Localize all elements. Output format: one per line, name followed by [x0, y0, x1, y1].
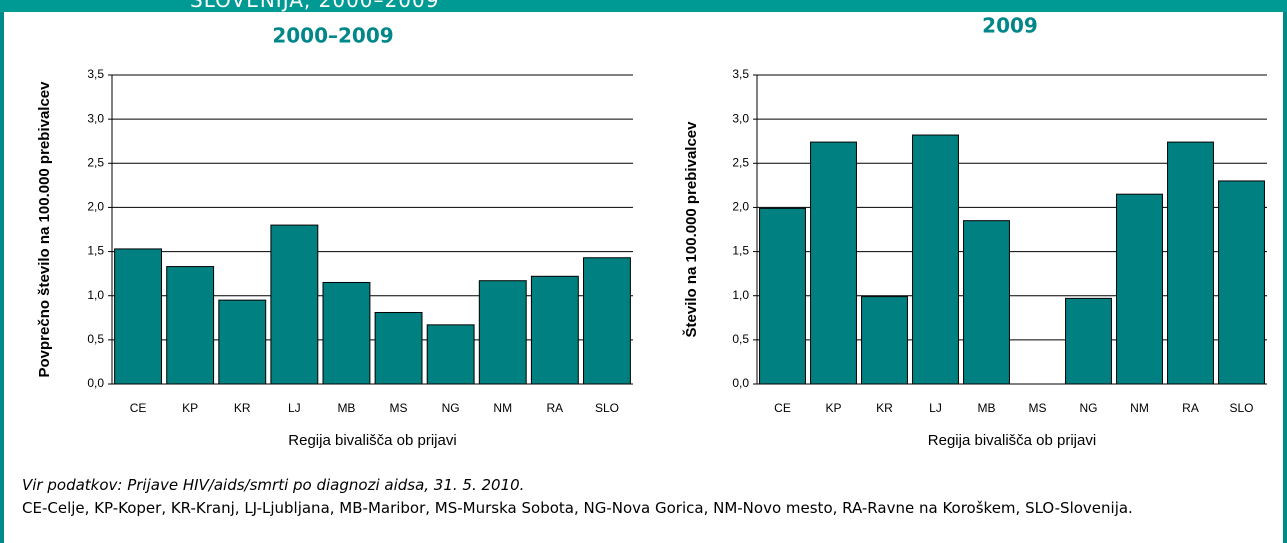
x-tick-label: MB [978, 401, 996, 415]
bar [218, 299, 267, 385]
x-tick-label: SLO [595, 401, 619, 415]
bar [810, 141, 857, 385]
x-tick-label: KR [876, 401, 893, 415]
y-tick-label: 2,0 [87, 200, 104, 214]
x-tick-label: KP [825, 401, 841, 415]
bar [1167, 141, 1214, 385]
y-tick-label: 2,5 [87, 155, 104, 169]
y-tick-label: 1,0 [87, 288, 104, 302]
x-tick-label: KR [234, 401, 251, 415]
bar [963, 220, 1010, 385]
legend-note: CE-Celje, KP-Koper, KR-Kranj, LJ-Ljublja… [22, 499, 1133, 517]
x-tick-label: SLO [1229, 401, 1253, 415]
x-tick-label: MB [337, 401, 355, 415]
x-tick-label: MS [1029, 401, 1047, 415]
y-tick-label: 1,5 [87, 244, 104, 258]
bar [426, 324, 475, 385]
x-tick-label: NM [1130, 401, 1149, 415]
x-tick-label: RA [547, 401, 564, 415]
x-tick-label: RA [1182, 401, 1199, 415]
bar [583, 257, 631, 385]
x-tick-label: LJ [288, 401, 301, 415]
bar [270, 224, 319, 385]
y-tick-label: 3,0 [732, 111, 749, 125]
x-tick-label: CE [774, 401, 791, 415]
y-axis-label: Povprečno število na 100.000 prebivalcev [36, 81, 53, 378]
x-tick-label: NG [1080, 401, 1098, 415]
x-axis-label: Regija bivališča ob prijavi [928, 432, 1096, 449]
y-tick-label: 0,0 [87, 376, 104, 390]
y-tick-label: 3,5 [87, 67, 104, 81]
x-tick-label: KP [182, 401, 198, 415]
bar [861, 296, 908, 385]
chart-title: 2009 [982, 14, 1038, 38]
y-tick-label: 3,0 [87, 111, 104, 125]
y-axis-label: Število na 100.000 prebivalcev [682, 121, 700, 338]
y-tick-label: 2,0 [732, 200, 749, 214]
x-tick-label: NG [442, 401, 460, 415]
bar [912, 134, 959, 385]
bar [374, 311, 423, 385]
y-tick-label: 2,5 [732, 155, 749, 169]
bar [1218, 180, 1265, 385]
bar [322, 281, 371, 385]
bar [1116, 193, 1163, 385]
x-tick-label: LJ [929, 401, 942, 415]
x-tick-label: NM [493, 401, 512, 415]
bar [759, 207, 806, 385]
y-tick-label: 0,5 [87, 332, 104, 346]
y-tick-label: 1,0 [732, 288, 749, 302]
header-title: SLOVENIJA, 2000–2009 [190, 0, 440, 12]
source: Vir podatkov: Prijave HIV/aids/smrti po … [22, 476, 525, 494]
y-tick-label: 1,5 [732, 244, 749, 258]
x-tick-label: CE [130, 401, 147, 415]
bar [530, 275, 579, 385]
y-tick-label: 0,5 [732, 332, 749, 346]
chart-title: 2000–2009 [272, 24, 393, 48]
bar [114, 248, 162, 385]
y-tick-label: 3,5 [732, 67, 749, 81]
bar [1065, 297, 1112, 385]
x-tick-label: MS [390, 401, 408, 415]
bar [166, 266, 215, 385]
y-tick-label: 0,0 [732, 376, 749, 390]
header-band: SLOVENIJA, 2000–2009 [0, 0, 1287, 12]
bar [478, 280, 527, 385]
x-axis-label: Regija bivališča ob prijavi [288, 432, 456, 449]
charts: 2000–2009 Povprečno število na 100.000 pr… [36, 14, 1267, 449]
